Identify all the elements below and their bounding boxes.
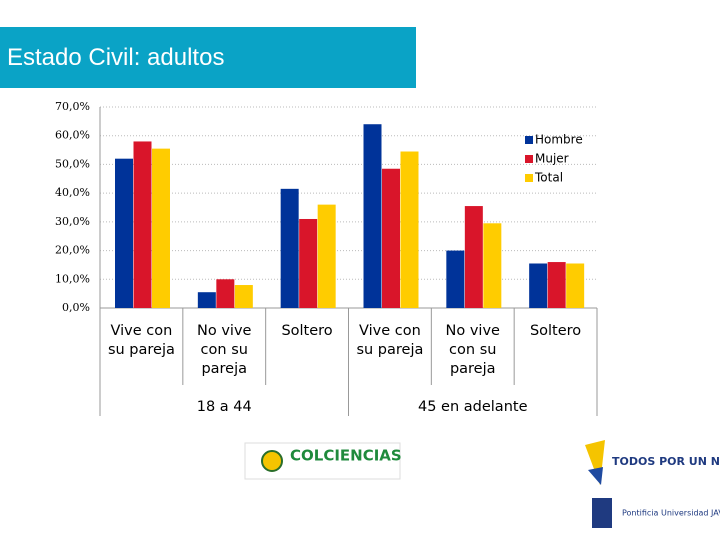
y-tick-label: 0,0% xyxy=(62,301,90,314)
logo-flag xyxy=(585,440,605,485)
legend-label: Total xyxy=(534,171,563,185)
legend-label: Hombre xyxy=(535,133,583,147)
y-tick-label: 70,0% xyxy=(55,100,90,113)
bar xyxy=(529,263,548,308)
bar xyxy=(133,141,152,308)
logo-flag xyxy=(588,467,603,485)
logo-emblem xyxy=(261,450,283,472)
bar xyxy=(566,263,585,308)
bar xyxy=(464,206,483,308)
y-tick-label: 10,0% xyxy=(55,272,90,285)
bar xyxy=(115,158,133,308)
y-tick-label: 20,0% xyxy=(55,244,90,257)
x-tick-label: Vive con su pareja xyxy=(108,323,175,358)
bar xyxy=(382,168,400,308)
bar xyxy=(152,148,170,308)
legend-label: Mujer xyxy=(535,152,569,166)
bar xyxy=(446,250,465,308)
bar xyxy=(280,188,299,308)
x-tick-label: No vive con su pareja xyxy=(446,323,501,377)
y-tick-label: 40,0% xyxy=(55,186,90,199)
x-tick-label: No vive con su pareja xyxy=(197,323,252,377)
legend-swatch xyxy=(525,136,533,144)
bar xyxy=(547,262,566,308)
group-label: 18 a 44 xyxy=(197,399,252,415)
logo-text: Pontificia Universidad JAVERIANA xyxy=(622,509,720,518)
title-bar: Estado Civil: adultos xyxy=(0,27,416,88)
group-label: 45 en adelante xyxy=(418,399,528,415)
x-tick-label: Vive con su pareja xyxy=(356,323,423,358)
bar xyxy=(317,204,336,308)
x-tick-label: Soltero xyxy=(281,323,332,339)
bar xyxy=(234,285,253,308)
logo-text: TODOS POR UN NUEVO PAÍS xyxy=(612,455,720,468)
bar xyxy=(216,279,235,308)
bar xyxy=(363,124,382,308)
slide-title: Estado Civil: adultos xyxy=(7,44,225,71)
y-tick-label: 60,0% xyxy=(55,129,90,142)
logo-text: COLCIENCIAS xyxy=(290,447,402,465)
y-tick-label: 30,0% xyxy=(55,215,90,228)
logo-crest xyxy=(592,498,612,528)
y-tick-label: 50,0% xyxy=(55,157,90,170)
legend-swatch xyxy=(525,174,533,182)
bar xyxy=(400,151,419,308)
bar xyxy=(299,218,318,308)
x-tick-label: Soltero xyxy=(530,323,581,339)
bar xyxy=(197,292,216,308)
bar xyxy=(483,223,502,308)
legend-swatch xyxy=(525,155,533,163)
